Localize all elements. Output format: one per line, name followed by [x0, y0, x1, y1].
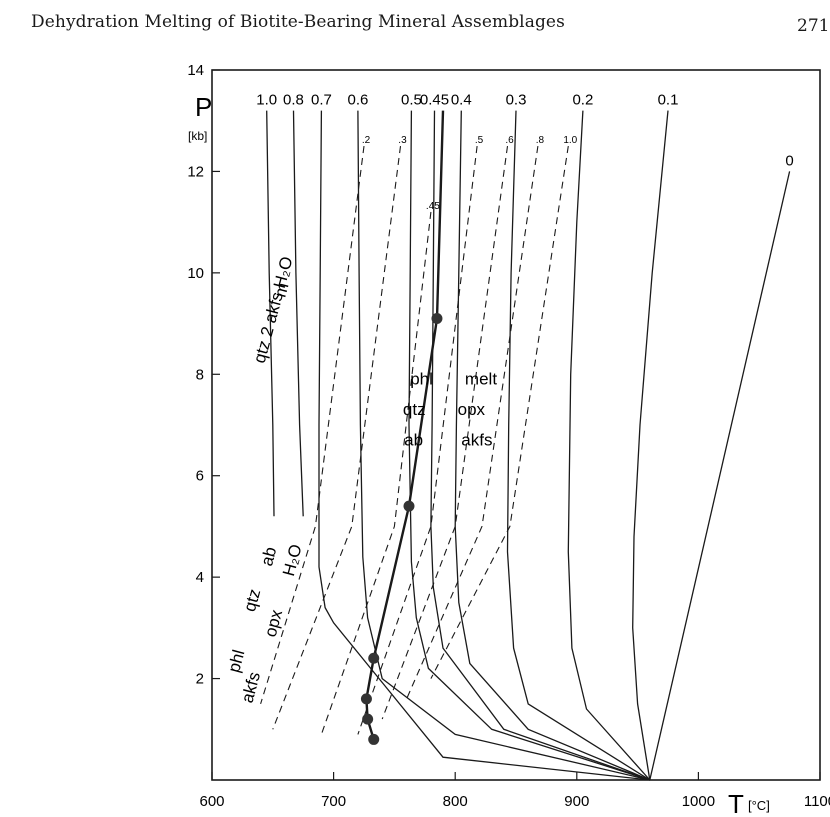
isopleth-0p2	[567, 110, 651, 781]
page-number: 271	[797, 16, 830, 36]
y-tick-label-8: 8	[196, 366, 204, 383]
isopleth-label-0p45: 0.45	[420, 92, 449, 109]
annotation-3: phl	[410, 369, 433, 388]
x-tick-label-700: 700	[321, 793, 346, 810]
invariant-point-6	[431, 313, 443, 324]
curves-layer	[260, 110, 791, 781]
annotation-2: m	[270, 281, 292, 300]
y-tick-label-10: 10	[187, 265, 204, 282]
dashed-isopleth-p5	[357, 146, 478, 735]
y-axis-title: P	[195, 92, 212, 122]
y-tick-label-2: 2	[196, 671, 204, 688]
x-tick-label-1000: 1000	[682, 793, 715, 810]
invariant-point-3	[360, 693, 372, 705]
dashed-isopleth-p2	[260, 146, 365, 705]
plot-frame	[211, 69, 821, 781]
isopleth-0p5	[408, 110, 650, 781]
axes-layer: 600 700 800 900 1000 1100 2 4 6 8 10 12 14 P [kb] T [°C]	[187, 62, 830, 817]
isopleth-0p4	[454, 110, 651, 781]
x-tick-label-800: 800	[443, 793, 468, 810]
isopleth-1p0	[266, 110, 275, 517]
isopleth-label-0p6: 0.6	[347, 92, 368, 109]
isopleth-0p7	[318, 110, 650, 781]
invariant-point-4	[368, 652, 380, 664]
isopleth-0	[649, 171, 791, 781]
isopleth-label-0p7: 0.7	[311, 92, 332, 109]
dashed-label-1p0: 1.0	[563, 135, 577, 146]
annotation-8: akfs	[461, 430, 492, 449]
invariant-point-5	[403, 500, 415, 512]
dashed-label-p5: .5	[475, 135, 484, 146]
y-tick-label-12: 12	[187, 163, 204, 180]
invariant-point-1	[368, 733, 380, 745]
x-tick-label-600: 600	[199, 793, 224, 810]
isopleth-label-0p1: 0.1	[658, 92, 679, 109]
dashed-isopleth-p6	[381, 146, 509, 720]
annotation-11: ab	[257, 545, 280, 568]
isopleth-0p1	[632, 110, 669, 781]
invariant-point-2	[362, 713, 374, 725]
isopleth-label-1p0: 1.0	[256, 92, 277, 109]
annotation-14: H₂O	[279, 542, 306, 578]
annotation-4: qtz	[403, 400, 426, 419]
annotation-10: qtz	[240, 587, 264, 614]
y-tick-label-4: 4	[196, 569, 204, 586]
page-header: Dehydration Melting of Biotite-Bearing M…	[0, 0, 830, 44]
x-axis-unit: [°C]	[748, 798, 770, 813]
dashed-label-p2: .2	[362, 135, 371, 146]
dashed-isopleth-p8	[406, 146, 539, 700]
annotation-1: qtz 2 akfs H₂O	[250, 254, 297, 365]
isopleth-label-0p4: 0.4	[451, 92, 472, 109]
y-axis-unit: [kb]	[188, 129, 207, 143]
isopleth-0p3	[506, 110, 651, 781]
isopleth-label-0p3: 0.3	[506, 92, 527, 109]
annotation-6: melt	[465, 369, 497, 388]
dashed-isopleth-1p0	[430, 146, 569, 679]
dashed-label-p6: .6	[505, 135, 514, 146]
x-tick-label-900: 900	[564, 793, 589, 810]
page-title: Dehydration Melting of Biotite-Bearing M…	[31, 12, 565, 32]
isopleth-label-0p2: 0.2	[572, 92, 593, 109]
annotation-5: ab	[404, 430, 423, 449]
dashed-label-p3: .3	[398, 135, 407, 146]
x-tick-label-1100: 1100	[804, 793, 830, 810]
dashed-label-p45: .45	[426, 201, 440, 212]
isopleth-label-0p8: 0.8	[283, 92, 304, 109]
dashed-isopleth-p3	[272, 146, 402, 730]
y-tick-label-14: 14	[187, 62, 204, 79]
y-tick-label-6: 6	[196, 468, 204, 485]
dashed-isopleth-p45	[320, 211, 432, 735]
isopleth-0p45	[430, 110, 651, 781]
dashed-label-p8: .8	[536, 135, 545, 146]
isopleth-0p8	[292, 110, 304, 517]
x-axis-title: T	[728, 789, 744, 817]
isopleth-label-0p5: 0.5	[401, 92, 422, 109]
annotation-7: opx	[458, 400, 486, 419]
isopleth-label-0: 0	[785, 152, 793, 169]
isopleth-0p6	[357, 110, 650, 781]
